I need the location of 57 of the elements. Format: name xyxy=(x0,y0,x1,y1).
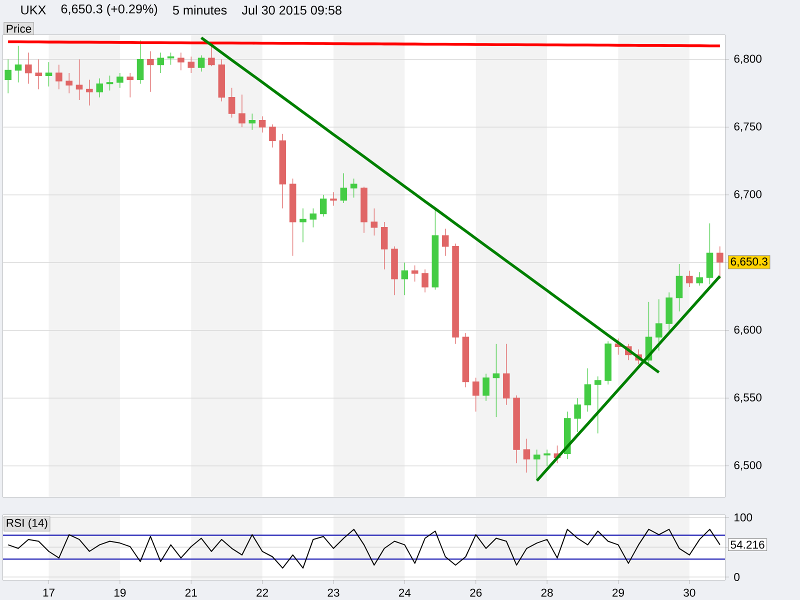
candlestick xyxy=(422,269,428,293)
y-tick-label: 6,800 xyxy=(734,54,762,64)
candlestick xyxy=(492,344,500,418)
x-tick-label: 17 xyxy=(43,588,54,596)
y-tick-label: 0 xyxy=(734,573,740,582)
x-tick-label: 26 xyxy=(470,588,482,597)
x-tick-label: 30 xyxy=(684,588,696,597)
candlestick xyxy=(360,186,368,234)
candlestick xyxy=(25,52,32,84)
candlestick xyxy=(391,246,398,296)
candlestick xyxy=(178,52,184,71)
candlestick xyxy=(676,264,683,312)
candlestick xyxy=(482,373,490,402)
y-tick-label: 6,750 xyxy=(734,122,762,132)
x-tick-label: 19 xyxy=(114,588,126,597)
candlestick xyxy=(56,64,62,90)
candlestick xyxy=(300,208,306,243)
y-axis-title: Price xyxy=(6,24,32,33)
candlestick xyxy=(76,59,83,100)
text: Jul 30 2015 09:58 xyxy=(242,5,342,15)
candlestick xyxy=(269,124,276,148)
candlestick xyxy=(35,59,42,90)
candlestick xyxy=(666,292,672,331)
y-tick-label: 6,600 xyxy=(734,326,762,336)
candlestick xyxy=(4,59,12,94)
candlestick xyxy=(686,270,693,288)
candlestick xyxy=(86,79,93,106)
text: 5 minutes xyxy=(172,5,227,15)
x-tick-label: 24 xyxy=(398,588,411,597)
candlestick xyxy=(544,449,550,466)
y-tick-label: 100 xyxy=(734,513,752,522)
candlestick xyxy=(14,46,22,83)
x-tick-label: 21 xyxy=(185,588,197,597)
candlestick xyxy=(513,395,520,464)
chart-subtitle: 6,650.3 (+0.29%) xyxy=(61,4,158,16)
x-tick-label: 22 xyxy=(256,588,268,597)
candlestick xyxy=(147,50,154,92)
candlestick xyxy=(452,243,459,344)
candlestick xyxy=(116,72,124,88)
y-tick-label: 6,550 xyxy=(734,393,762,403)
candlestick xyxy=(716,246,724,280)
y-axis-title: RSI (14) xyxy=(6,518,48,530)
y-tick-label: 6,500 xyxy=(734,461,762,471)
candlestick xyxy=(604,340,612,385)
chart-title: UKX xyxy=(21,6,46,14)
x-tick-label: 28 xyxy=(541,588,553,597)
line-series xyxy=(8,528,720,569)
candlestick xyxy=(45,62,52,87)
x-tick-label: 29 xyxy=(612,588,624,597)
text: 54.216 xyxy=(730,540,764,549)
candlestick xyxy=(523,438,530,473)
candlestick xyxy=(330,192,337,206)
candlestick xyxy=(238,94,246,128)
y-tick-label: 6,700 xyxy=(734,190,762,200)
candlestick xyxy=(574,398,581,432)
x-tick-label: 23 xyxy=(328,588,340,597)
text: 6,650.3 xyxy=(730,258,768,267)
